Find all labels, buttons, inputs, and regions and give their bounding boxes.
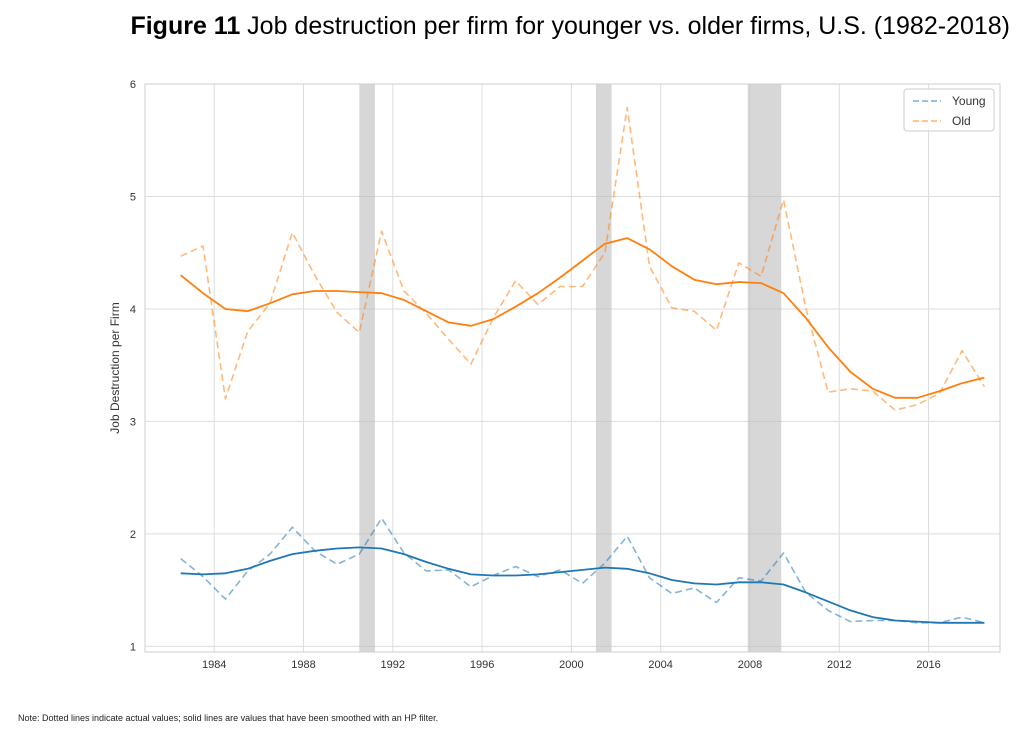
recession-band [747, 84, 782, 652]
series-lines [180, 106, 986, 624]
tick-labels: 1984 1988 1992 1996 2000 2004 2008 2012 2016 1 2 3 4… [130, 79, 941, 671]
y-tick-label: 1 [130, 641, 136, 653]
series-old-actual [180, 106, 986, 412]
x-tick-label: 1984 [202, 659, 226, 671]
y-tick-label: 2 [130, 529, 136, 541]
legend-label-old: Old [952, 114, 971, 128]
x-tick-label: 2000 [559, 659, 583, 671]
x-tick-label: 2004 [648, 659, 672, 671]
series-young-smoothed [180, 546, 985, 624]
figure-title-text: Job destruction per firm for younger vs.… [247, 12, 1010, 40]
figure-note: Note: Dotted lines indicate actual value… [18, 713, 439, 723]
y-tick-label: 3 [130, 416, 136, 428]
x-tick-label: 1992 [381, 659, 405, 671]
y-tick-label: 5 [130, 191, 136, 203]
plot-frame [144, 83, 1001, 653]
figure-label: Figure 11 [130, 12, 241, 40]
x-tick-label: 1988 [291, 659, 315, 671]
figure-title: Figure 11 Job destruction per firm for y… [0, 12, 1010, 41]
x-tick-label: 1996 [470, 659, 494, 671]
y-tick-label: 6 [130, 79, 136, 91]
y-axis-label: Job Destruction per Firm [108, 302, 122, 433]
recession-band [595, 84, 612, 652]
recession-bands [359, 84, 782, 652]
grid [145, 83, 1000, 652]
x-tick-label: 2012 [827, 659, 851, 671]
y-tick-label: 4 [130, 304, 136, 316]
x-tick-label: 2016 [916, 659, 940, 671]
x-tick-label: 2008 [738, 659, 762, 671]
legend: Young Old [903, 88, 995, 132]
legend-label-young: Young [952, 94, 986, 108]
series-old-smoothed [180, 237, 985, 399]
recession-band [359, 84, 375, 652]
